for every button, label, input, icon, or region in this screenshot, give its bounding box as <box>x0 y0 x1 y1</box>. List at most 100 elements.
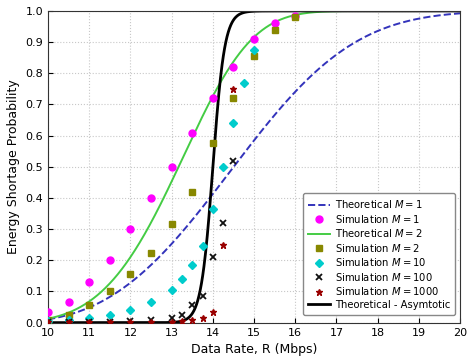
Simulation $M = 1$ <box>210 96 216 101</box>
Simulation $M = 100$ <box>220 221 226 225</box>
Simulation $M = 10$ <box>231 121 237 125</box>
Line: Theoretical - Asymtotic: Theoretical - Asymtotic <box>48 11 460 323</box>
Simulation $M = 1000$ <box>220 242 226 247</box>
Simulation $M = 10$ <box>107 313 113 317</box>
Theoretical - Asymtotic <box>227 26 232 30</box>
Simulation $M = 100$ <box>46 320 51 325</box>
Simulation $M = 10$ <box>128 308 133 312</box>
Theoretical - Asymtotic <box>46 321 51 325</box>
Theoretical $M = 2$ <box>227 65 232 70</box>
Simulation $M = 100$ <box>169 316 174 320</box>
Simulation $M = 10$ <box>220 164 226 169</box>
Simulation $M = 2$ <box>231 96 237 101</box>
Theoretical - Asymtotic <box>366 9 372 13</box>
Simulation $M = 1$ <box>169 164 174 169</box>
Simulation $M = 1000$ <box>179 319 185 323</box>
Simulation $M = 10$ <box>148 300 154 305</box>
Simulation $M = 1000$ <box>66 320 72 325</box>
Theoretical - Asymtotic <box>328 9 334 13</box>
Simulation $M = 1$ <box>231 65 237 69</box>
Simulation $M = 10$ <box>66 318 72 322</box>
Line: Simulation $M = 1000$: Simulation $M = 1000$ <box>45 85 237 326</box>
Simulation $M = 2$ <box>148 250 154 255</box>
Theoretical $M = 1$ <box>374 29 380 33</box>
Simulation $M = 10$ <box>86 316 92 320</box>
Line: Theoretical $M = 2$: Theoretical $M = 2$ <box>48 11 460 319</box>
Simulation $M = 2$ <box>66 313 72 317</box>
Simulation $M = 2$ <box>190 189 195 194</box>
Simulation $M = 1$ <box>46 310 51 314</box>
Simulation $M = 10$ <box>241 81 246 85</box>
Simulation $M = 1$ <box>190 130 195 135</box>
Theoretical $M = 2$ <box>457 9 463 13</box>
Theoretical $M = 1$ <box>227 170 232 175</box>
Theoretical - Asymtotic <box>426 9 432 13</box>
Theoretical $M = 1$ <box>457 11 463 16</box>
Simulation $M = 1$ <box>272 21 277 25</box>
Theoretical $M = 2$ <box>374 9 380 13</box>
Simulation $M = 100$ <box>107 320 113 324</box>
Theoretical - Asymtotic <box>87 321 93 325</box>
Simulation $M = 1000$ <box>210 310 216 314</box>
Y-axis label: Energy Shortage Probability: Energy Shortage Probability <box>7 79 20 254</box>
Simulation $M = 100$ <box>148 318 154 322</box>
Simulation $M = 2$ <box>272 28 277 32</box>
Simulation $M = 1000$ <box>231 87 237 91</box>
Theoretical $M = 1$ <box>46 317 51 322</box>
Simulation $M = 2$ <box>128 272 133 277</box>
Simulation $M = 2$ <box>169 222 174 227</box>
Simulation $M = 100$ <box>128 319 133 323</box>
Simulation $M = 100$ <box>86 320 92 325</box>
Simulation $M = 1000$ <box>46 320 51 325</box>
Simulation $M = 10$ <box>46 319 51 323</box>
Simulation $M = 2$ <box>46 317 51 322</box>
Line: Simulation $M = 1$: Simulation $M = 1$ <box>45 12 299 315</box>
Line: Simulation $M = 10$: Simulation $M = 10$ <box>46 47 257 324</box>
Theoretical $M = 2$ <box>87 299 93 303</box>
Simulation $M = 1000$ <box>169 319 174 324</box>
Simulation $M = 100$ <box>179 313 185 317</box>
Simulation $M = 1$ <box>251 37 257 41</box>
Theoretical $M = 2$ <box>46 317 51 321</box>
Simulation $M = 1$ <box>148 196 154 200</box>
Simulation $M = 10$ <box>179 277 185 281</box>
Simulation $M = 1000$ <box>148 320 154 324</box>
Simulation $M = 1000$ <box>190 318 195 322</box>
Simulation $M = 2$ <box>292 15 298 19</box>
Theoretical $M = 1$ <box>87 305 93 309</box>
Simulation $M = 1$ <box>86 280 92 284</box>
Simulation $M = 100$ <box>231 158 237 163</box>
Theoretical - Asymtotic <box>374 9 380 13</box>
Simulation $M = 10$ <box>210 207 216 211</box>
Simulation $M = 2$ <box>210 141 216 146</box>
Simulation $M = 2$ <box>86 303 92 308</box>
Simulation $M = 100$ <box>200 294 205 298</box>
Simulation $M = 1$ <box>128 227 133 231</box>
Simulation $M = 2$ <box>251 54 257 58</box>
Simulation $M = 10$ <box>190 263 195 267</box>
Simulation $M = 100$ <box>66 320 72 325</box>
Simulation $M = 10$ <box>200 244 205 248</box>
Simulation $M = 1000$ <box>128 320 133 325</box>
Theoretical - Asymtotic <box>457 9 463 13</box>
Theoretical $M = 2$ <box>328 9 334 13</box>
Theoretical $M = 2$ <box>212 90 218 95</box>
Simulation $M = 1000$ <box>200 316 205 320</box>
Theoretical - Asymtotic <box>212 141 218 145</box>
Simulation $M = 10$ <box>251 48 257 52</box>
Theoretical $M = 2$ <box>366 9 372 13</box>
Simulation $M = 1000$ <box>107 320 113 325</box>
Line: Simulation $M = 100$: Simulation $M = 100$ <box>45 157 237 326</box>
Simulation $M = 1000$ <box>86 320 92 325</box>
Legend: Theoretical $M = 1$, Simulation $M = 1$, Theoretical $M = 2$, Simulation $M = 2$: Theoretical $M = 1$, Simulation $M = 1$,… <box>302 193 455 314</box>
Simulation $M = 100$ <box>190 303 195 308</box>
Simulation $M = 10$ <box>169 288 174 292</box>
Theoretical $M = 1$ <box>366 33 372 37</box>
Simulation $M = 2$ <box>107 289 113 294</box>
Simulation $M = 1$ <box>107 258 113 262</box>
Simulation $M = 1$ <box>292 13 298 18</box>
Theoretical $M = 1$ <box>212 189 218 194</box>
Line: Simulation $M = 2$: Simulation $M = 2$ <box>46 15 298 322</box>
Line: Theoretical $M = 1$: Theoretical $M = 1$ <box>48 13 460 319</box>
Simulation $M = 1$ <box>66 300 72 305</box>
